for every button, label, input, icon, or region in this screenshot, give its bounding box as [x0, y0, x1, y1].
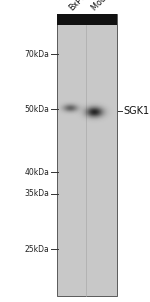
Text: BxPC-3: BxPC-3 [67, 0, 94, 12]
Text: 25kDa: 25kDa [25, 245, 50, 254]
Text: Mouse brain: Mouse brain [90, 0, 131, 12]
Bar [57, 14, 117, 296]
Text: 40kDa: 40kDa [25, 168, 50, 177]
Text: 70kDa: 70kDa [25, 50, 50, 59]
Text: 35kDa: 35kDa [25, 189, 50, 198]
Bar [57, 14, 117, 25]
Text: SGK1: SGK1 [123, 106, 149, 116]
Text: 50kDa: 50kDa [25, 105, 50, 114]
